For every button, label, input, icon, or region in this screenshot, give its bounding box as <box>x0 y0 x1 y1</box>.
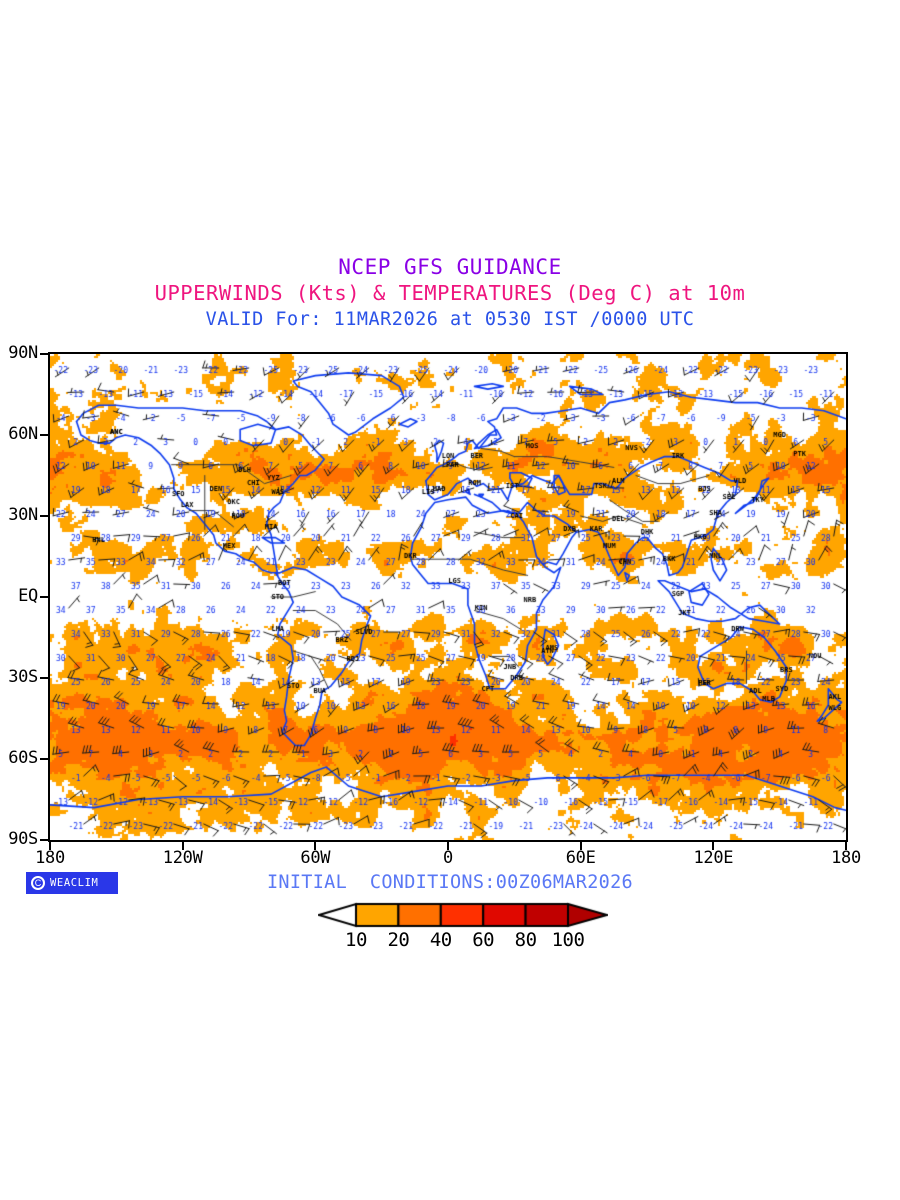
y-axis-label-eq: EQ <box>18 586 38 606</box>
colorbar-label-80: 80 <box>514 929 537 951</box>
copyright-icon: C <box>31 876 45 890</box>
colorbar-label-40: 40 <box>429 929 452 951</box>
colorbar-tick-labels: 10 20 40 60 80 100 <box>318 930 608 954</box>
y-axis-label-60s: 60S <box>8 748 38 768</box>
x-axis-tick <box>181 842 184 850</box>
x-axis-label-3: 0 <box>443 848 453 868</box>
x-axis-label-4: 60E <box>565 848 596 868</box>
x-axis-tick <box>314 842 317 850</box>
y-axis-tick <box>40 353 49 355</box>
y-axis-label-90n: 90N <box>8 343 38 363</box>
title-line-agency: NCEP GFS GUIDANCE <box>338 255 562 279</box>
y-axis-label-90s: 90S <box>8 829 38 849</box>
map-raster <box>50 354 846 840</box>
y-axis-tick <box>40 434 49 436</box>
initial-conditions-text: INITIAL CONDITIONS:00Z06MAR2026 <box>266 872 633 893</box>
y-axis-tick <box>40 596 49 598</box>
x-axis-label-0: 180 <box>35 848 65 868</box>
title-line-variable: UPPERWINDS (Kts) & TEMPERATURES (Deg C) … <box>154 281 746 305</box>
title-line-valid-time: VALID For: 11MAR2026 at 0530 IST /0000 U… <box>205 309 695 330</box>
colorbar: 10 20 40 60 80 100 <box>318 900 608 955</box>
weather-map[interactable] <box>48 352 848 842</box>
x-axis-tick <box>49 842 51 850</box>
y-axis-tick <box>40 515 49 517</box>
x-axis-label-2: 60W <box>300 848 331 868</box>
y-axis-tick <box>40 758 49 760</box>
x-axis-tick <box>579 842 582 850</box>
y-axis-label-30s: 30S <box>8 667 38 687</box>
x-axis-tick <box>712 842 715 850</box>
y-axis-tick <box>40 677 49 679</box>
x-axis-tick <box>447 842 449 850</box>
weaclim-label: WEACLIM <box>50 877 99 889</box>
weaclim-logo-badge[interactable]: C WEACLIM <box>26 872 118 894</box>
chart-title-block: NCEP GFS GUIDANCE UPPERWINDS (Kts) & TEM… <box>0 255 900 333</box>
x-axis-label-5: 120E <box>693 848 734 868</box>
x-axis-tick <box>845 842 847 850</box>
y-axis-tick <box>40 839 49 841</box>
colorbar-label-60: 60 <box>472 929 495 951</box>
colorbar-label-20: 20 <box>387 929 410 951</box>
y-axis-label-30n: 30N <box>8 505 38 525</box>
colorbar-label-100: 100 <box>551 929 585 951</box>
colorbar-label-10: 10 <box>345 929 367 951</box>
x-axis-label-6: 180 <box>831 848 861 868</box>
colorbar-swatches <box>318 900 608 932</box>
x-axis-label-1: 120W <box>162 848 203 868</box>
y-axis-label-60n: 60N <box>8 424 38 444</box>
